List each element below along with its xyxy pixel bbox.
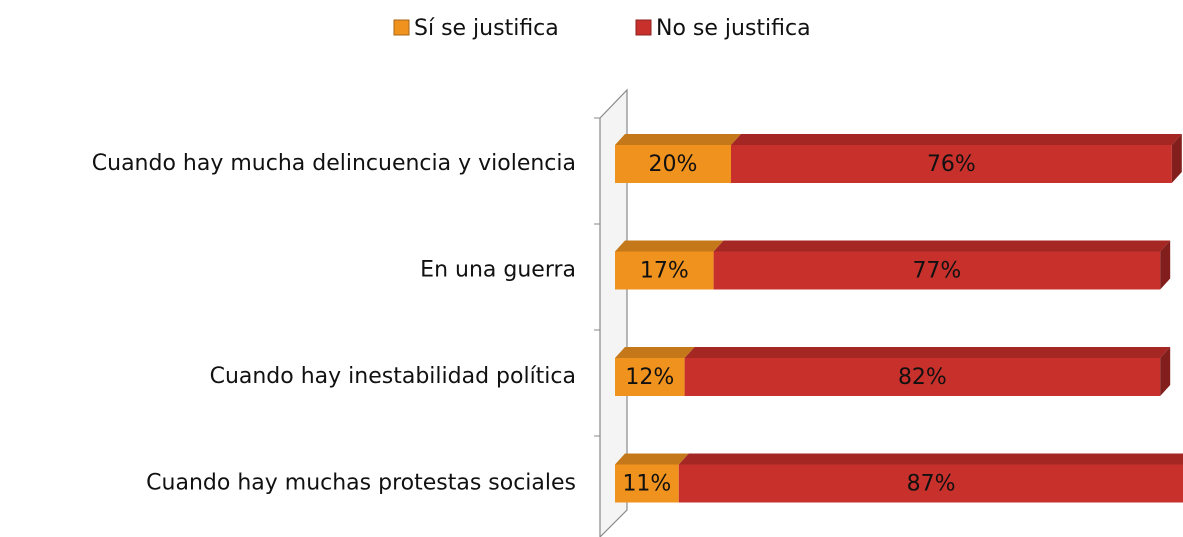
bar-top <box>615 453 689 465</box>
category-label: Cuando hay muchas protestas sociales <box>146 471 576 496</box>
category-label: En una guerra <box>420 258 576 283</box>
back-wall <box>599 88 628 537</box>
bar-top <box>678 453 1183 465</box>
legend-label: No se justifica <box>656 16 811 41</box>
legend-swatch <box>635 19 652 36</box>
bar-top <box>615 347 695 358</box>
bar-top <box>615 240 724 252</box>
value-label: 20% <box>649 152 698 177</box>
bar <box>615 358 685 396</box>
category-label: Cuando hay mucha delincuencia y violenci… <box>92 151 576 176</box>
value-label: 87% <box>907 472 956 497</box>
legend-label: Sí se justifica <box>414 16 559 41</box>
bar <box>678 464 1183 503</box>
value-label: 12% <box>625 365 674 390</box>
bar-side <box>1160 240 1171 290</box>
value-label: 82% <box>898 365 947 390</box>
bar <box>684 358 1161 396</box>
bar <box>713 251 1161 290</box>
legend-swatch <box>393 19 410 36</box>
bar <box>615 251 714 290</box>
value-label: 77% <box>912 259 961 284</box>
bar-side <box>1171 134 1182 183</box>
bar-top <box>615 134 741 145</box>
category-label: Cuando hay inestabilidad política <box>210 364 576 389</box>
value-label: 11% <box>622 472 671 497</box>
bar <box>731 145 1172 183</box>
bar-side <box>1160 347 1171 396</box>
bar <box>615 464 679 503</box>
value-label: 76% <box>927 152 976 177</box>
bar-top <box>684 347 1171 358</box>
value-label: 17% <box>640 259 689 284</box>
bar-top <box>713 240 1171 252</box>
bar <box>615 145 731 183</box>
bar-top <box>731 134 1182 145</box>
